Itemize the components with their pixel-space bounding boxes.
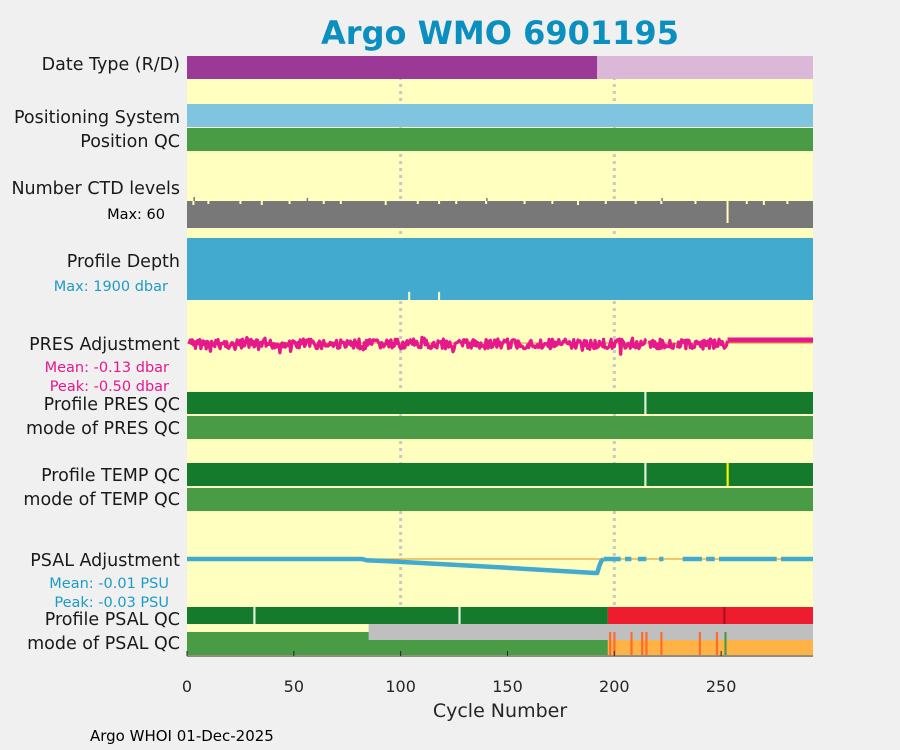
ctd-levels-dip (438, 201, 441, 204)
profile-temp-qc-row-mark (726, 463, 729, 486)
mode-temp-qc-row-segment (187, 488, 813, 511)
ctd-levels-dip (455, 201, 458, 204)
label-psal-mean: Mean: -0.01 PSU (49, 576, 169, 592)
label-psal-peak: Peak: -0.03 PSU (54, 595, 169, 611)
ctd-levels-dip (416, 201, 419, 204)
mode-psal-qc-row-overlay (368, 624, 813, 640)
chart-title: Argo WMO 6901195 (321, 14, 679, 52)
ctd-levels-tick (193, 197, 195, 201)
ctd-levels-dip (660, 201, 663, 204)
ctd-levels-dip (576, 201, 579, 205)
x-tick-label: 50 (284, 677, 304, 696)
x-tick-label: 150 (492, 677, 523, 696)
profile-psal-qc-row-mark (723, 607, 726, 624)
mode-psal-qc-row-mark (715, 632, 719, 655)
profile-psal-qc-row-mark (253, 607, 256, 624)
ctd-levels-dip (604, 201, 607, 204)
plot-area: 0 50 100 150 200 250 (182, 56, 813, 696)
ctd-levels-tick (661, 198, 663, 201)
label-positioning-system: Positioning System (14, 108, 180, 128)
data-type-row-segment (187, 56, 598, 79)
ctd-levels-dip (384, 201, 387, 205)
data-type-row-segment (597, 56, 813, 79)
label-mode-temp-qc: mode of TEMP QC (23, 490, 180, 510)
label-ctd-max: Max: 60 (107, 207, 165, 223)
label-psal-adjustment: PSAL Adjustment (30, 551, 180, 571)
plot-background (187, 56, 813, 656)
mode-psal-qc-row-mark (724, 632, 727, 655)
x-tick-label: 200 (599, 677, 630, 696)
label-pres-mean: Mean: -0.13 dbar (45, 360, 169, 376)
ctd-levels-dip (288, 201, 291, 204)
label-pres-peak: Peak: -0.50 dbar (50, 379, 169, 395)
mode-psal-qc-row-mark (630, 632, 633, 655)
ctd-levels-dip (551, 201, 554, 204)
ctd-levels-dip (762, 201, 765, 205)
ctd-levels-dip (634, 201, 637, 204)
ctd-levels-tick (486, 198, 488, 201)
x-tick-label: 100 (385, 677, 416, 696)
profile-temp-qc-row-segment (187, 463, 813, 486)
label-profile-depth: Profile Depth (67, 252, 180, 272)
ctd-levels-dip (523, 201, 526, 204)
ctd-levels-dip (322, 201, 325, 204)
ctd-levels-dip (485, 201, 488, 204)
profile-psal-qc-row-mark (458, 607, 461, 624)
label-data-type: Date Type (R/D) (42, 55, 180, 75)
ctd-levels-dip (694, 201, 697, 204)
position-qc-row-segment (187, 128, 813, 151)
x-axis-label: Cycle Number (433, 700, 567, 722)
profile-depth-dip (408, 291, 411, 300)
ctd-levels-bar (187, 201, 813, 228)
x-tick-label: 0 (182, 677, 192, 696)
profile-depth-bar (187, 238, 813, 300)
ctd-levels-dip (339, 201, 342, 204)
mode-pres-qc-row-segment (187, 416, 813, 439)
label-profile-psal-qc: Profile PSAL QC (45, 610, 180, 630)
label-pres-adjustment: PRES Adjustment (29, 335, 180, 355)
profile-psal-qc-row-segment (607, 607, 813, 624)
mode-psal-qc-row-mark (698, 632, 701, 655)
mode-psal-qc-row-mark (613, 632, 616, 655)
label-mode-pres-qc: mode of PRES QC (26, 419, 180, 439)
profile-psal-qc-row-segment (187, 607, 608, 624)
mode-psal-qc-row-mark (609, 632, 612, 655)
ctd-levels-dip (726, 201, 729, 223)
psal-adjustment-line (187, 556, 606, 576)
profile-temp-qc-row-mark (644, 463, 647, 486)
footer-credit: Argo WHOI 01-Dec-2025 (90, 727, 274, 745)
ctd-levels-dip (192, 201, 195, 205)
x-tick-label: 250 (706, 677, 737, 696)
label-profile-pres-qc: Profile PRES QC (44, 395, 180, 415)
ctd-levels-dip (239, 201, 242, 204)
pres-adjustment-line (187, 335, 730, 356)
ctd-levels-dip (207, 201, 210, 204)
ctd-levels-dip (260, 201, 263, 205)
ctd-levels-tick (306, 198, 309, 201)
mode-psal-qc-row-mark (645, 632, 648, 655)
ctd-levels-dip (745, 201, 748, 204)
label-position-qc: Position QC (80, 132, 180, 152)
mode-psal-qc-row-mark (641, 632, 644, 655)
profile-pres-qc-row-mark (644, 392, 647, 414)
profile-depth-dip (438, 291, 441, 300)
label-ctd-levels: Number CTD levels (11, 179, 180, 199)
ctd-levels-dip (786, 201, 789, 204)
label-profile-temp-qc: Profile TEMP QC (41, 466, 180, 486)
label-mode-psal-qc: mode of PSAL QC (27, 634, 180, 654)
label-depth-max: Max: 1900 dbar (54, 279, 168, 295)
profile-pres-qc-row-segment (187, 392, 813, 414)
positioning-system-row-segment (187, 104, 813, 127)
mode-psal-qc-row-mark (660, 632, 663, 655)
